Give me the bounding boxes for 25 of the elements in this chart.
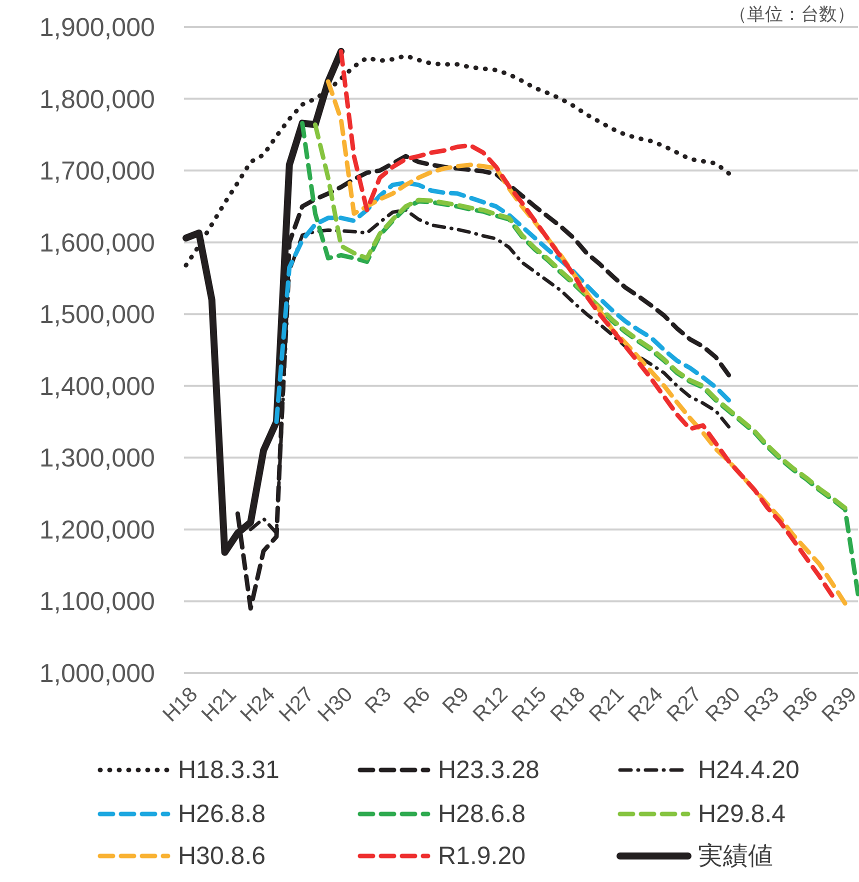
line-series	[274, 180, 732, 424]
legend-label: H18.3.31	[178, 756, 280, 784]
y-tick-label: 1,500,000	[39, 299, 155, 330]
legend-label: H23.3.28	[438, 756, 540, 784]
y-tick-label: 1,300,000	[39, 442, 155, 473]
y-tick-label: 1,200,000	[39, 514, 155, 544]
y-tick-label: 1,000,000	[39, 658, 155, 688]
legend-label: R1.9.20	[438, 842, 526, 870]
line-series	[300, 120, 859, 596]
legend-label: 実績値	[698, 842, 773, 870]
y-tick-label: 1,700,000	[39, 156, 155, 186]
y-tick-label: 1,400,000	[39, 370, 155, 401]
legend-label: H30.8.6	[178, 842, 266, 870]
x-tick-label: R3	[360, 682, 396, 718]
text: （単位：台数）	[729, 4, 855, 24]
x-tick-label: R6	[399, 682, 435, 718]
y-tick-label: 1,800,000	[39, 84, 155, 114]
y-tick-label: 1,100,000	[39, 586, 155, 616]
legend-label: H28.6.8	[438, 800, 526, 828]
legend-label: H24.4.20	[698, 756, 800, 784]
y-tick-label: 1,600,000	[39, 227, 155, 258]
legend-label: H29.8.4	[698, 800, 786, 828]
y-tick-label: 1,900,000	[39, 12, 155, 42]
legend-label: H26.8.8	[178, 800, 266, 828]
line-series	[312, 122, 848, 510]
